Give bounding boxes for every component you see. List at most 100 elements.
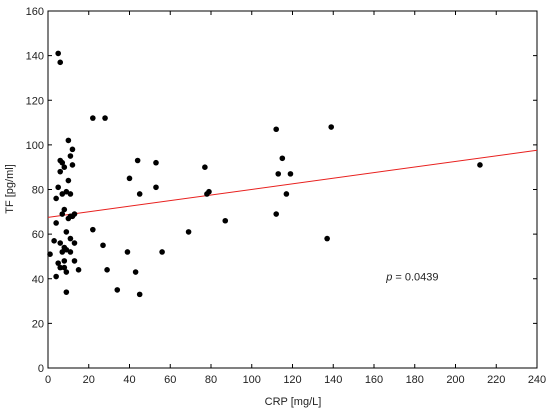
- data-point: [63, 269, 70, 275]
- y-tick-label: 0: [38, 363, 44, 375]
- data-point: [61, 264, 68, 271]
- data-point: [324, 235, 330, 242]
- data-point: [53, 220, 59, 226]
- data-point: [153, 159, 159, 166]
- data-point: [57, 168, 64, 175]
- data-point: [328, 124, 335, 130]
- x-axis-title: CRP [mg/L]: [265, 396, 322, 408]
- data-point: [61, 206, 68, 213]
- y-axis: 0 20 40 60 80 100 120 140 160: [26, 6, 537, 375]
- x-tick-label: 100: [243, 374, 261, 386]
- data-point: [100, 242, 106, 249]
- data-point: [136, 291, 143, 298]
- data-point: [53, 273, 59, 280]
- data-point: [55, 184, 61, 191]
- data-point: [67, 249, 74, 255]
- y-tick-label: 160: [26, 6, 44, 18]
- x-tick-label: 160: [365, 374, 383, 386]
- y-tick-label: 60: [32, 229, 44, 241]
- x-tick-label: 220: [487, 374, 505, 386]
- y-axis-title: TF [pg/ml]: [4, 164, 16, 214]
- x-tick-label: 20: [83, 374, 95, 386]
- x-tick-label: 80: [205, 374, 217, 386]
- x-tick-label: 140: [324, 374, 342, 386]
- data-point: [65, 177, 72, 184]
- x-tick-label: 180: [406, 374, 424, 386]
- data-point: [59, 211, 66, 217]
- data-point: [67, 191, 74, 197]
- data-point: [90, 226, 96, 233]
- data-point: [59, 249, 66, 255]
- data-point: [273, 126, 280, 133]
- plot-border: [47, 10, 538, 369]
- data-point: [136, 191, 143, 197]
- data-point: [67, 153, 74, 159]
- y-tick-label: 20: [32, 318, 44, 330]
- data-point: [275, 171, 282, 177]
- trend-line-layer: [47, 149, 538, 218]
- points-layer: [47, 50, 483, 298]
- p-value-annotation: p = 0.0439: [385, 272, 438, 284]
- trend-line: [47, 149, 538, 218]
- y-tick-label: 100: [26, 140, 44, 152]
- data-point: [67, 235, 74, 242]
- data-point: [126, 175, 133, 182]
- data-point: [63, 289, 70, 295]
- data-point: [55, 260, 61, 266]
- data-point: [69, 162, 76, 168]
- x-tick-label: 40: [123, 374, 135, 386]
- y-tick-label: 120: [26, 95, 44, 107]
- y-tick-label: 80: [32, 185, 44, 197]
- x-tick-label: 60: [164, 374, 176, 386]
- data-point: [53, 195, 59, 202]
- data-point: [222, 217, 229, 224]
- data-point: [57, 264, 64, 271]
- data-point: [71, 240, 78, 246]
- data-point: [65, 137, 72, 144]
- data-point: [63, 188, 70, 195]
- data-point: [71, 211, 78, 217]
- x-tick-label: 0: [45, 374, 51, 386]
- plot-frame: [47, 10, 538, 369]
- data-point: [69, 146, 76, 153]
- y-tick-label: 40: [32, 274, 44, 286]
- data-point: [61, 164, 68, 170]
- x-tick-label: 200: [446, 374, 464, 386]
- data-point: [134, 157, 141, 164]
- x-tick-label: 120: [283, 374, 301, 386]
- data-point: [153, 184, 159, 191]
- y-tick-label: 140: [26, 51, 44, 63]
- data-point: [287, 171, 294, 177]
- data-point: [124, 249, 131, 255]
- data-point: [61, 258, 68, 264]
- data-point: [159, 249, 165, 255]
- data-point: [59, 159, 66, 166]
- data-point: [273, 211, 280, 217]
- data-point: [102, 115, 108, 121]
- data-point: [71, 258, 78, 264]
- x-axis: 0 20 40 60 80 100 120 140 160 180 200 220 240: [45, 11, 546, 386]
- data-point: [57, 240, 64, 246]
- data-point: [206, 188, 212, 195]
- data-point: [477, 162, 483, 168]
- data-point: [47, 251, 53, 258]
- data-point: [63, 246, 70, 253]
- data-point: [90, 115, 96, 121]
- data-point: [63, 229, 70, 235]
- data-point: [104, 267, 110, 273]
- p-value-text: = 0.0439: [392, 272, 438, 284]
- data-point: [202, 164, 208, 170]
- p-value-symbol: p: [385, 272, 392, 284]
- data-point: [114, 287, 121, 293]
- data-point: [59, 191, 66, 197]
- data-point: [283, 191, 290, 197]
- data-point: [75, 267, 82, 273]
- data-point: [57, 59, 64, 66]
- data-point: [279, 155, 286, 162]
- data-point: [51, 238, 57, 244]
- data-point: [55, 50, 61, 57]
- data-point: [185, 229, 192, 235]
- x-tick-label: 240: [528, 374, 546, 386]
- data-point: [132, 269, 139, 275]
